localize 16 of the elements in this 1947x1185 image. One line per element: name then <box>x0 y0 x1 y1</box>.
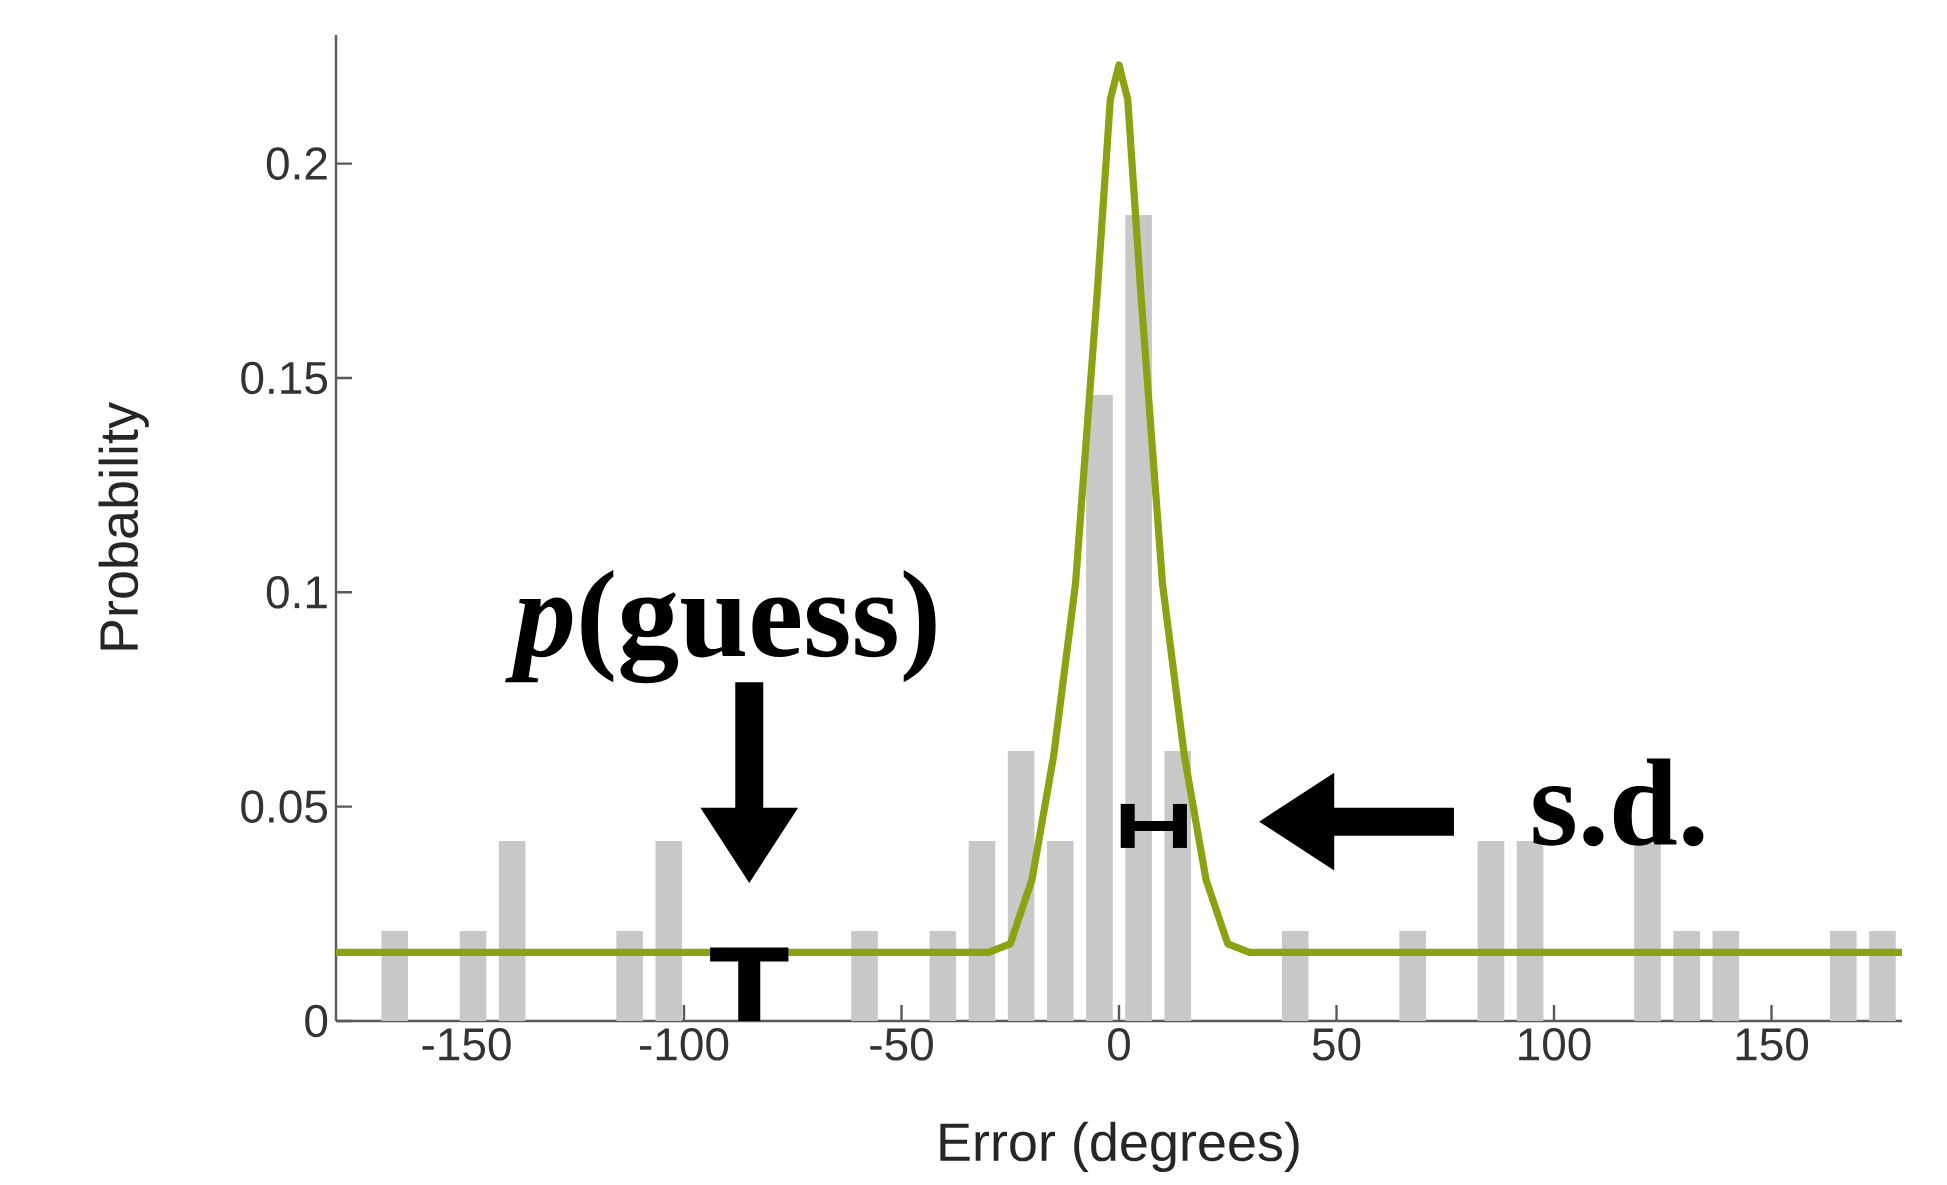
y-tick-label: 0.2 <box>266 147 327 180</box>
annotation: s.d. <box>1533 758 1704 847</box>
y-tick-label: 0 <box>305 1004 328 1038</box>
x-tick-label: 50 <box>1312 1028 1361 1061</box>
x-tick-label: -150 <box>422 1028 511 1061</box>
annotation: p(guess) <box>505 569 936 684</box>
y-tick-label: 0.1 <box>266 576 327 609</box>
y-tick-label: 0.05 <box>241 790 328 823</box>
y-tick-label: 0.15 <box>241 361 328 395</box>
x-tick-label: 150 <box>1736 1028 1809 1061</box>
x-tick-label: -50 <box>870 1028 933 1061</box>
x-axis-title: Error (degrees) <box>940 1121 1299 1173</box>
x-tick-label: 0 <box>1108 1028 1130 1061</box>
x-tick-label: 100 <box>1519 1028 1591 1061</box>
y-axis-title: Probability <box>98 402 149 650</box>
x-tick-label: -100 <box>640 1028 729 1061</box>
